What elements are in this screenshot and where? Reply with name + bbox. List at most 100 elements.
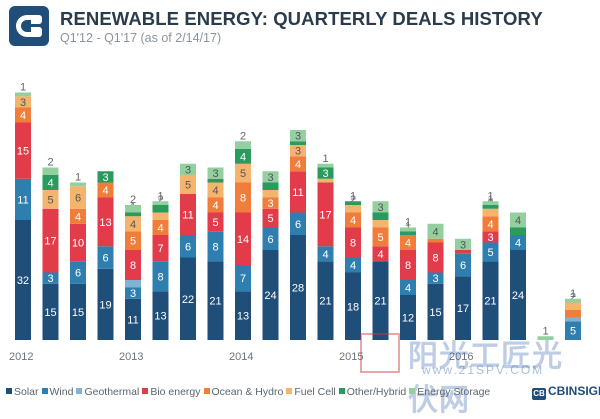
bar-segment-fuel-cell <box>235 163 251 183</box>
bar-segment-bio-energy <box>235 212 251 265</box>
data-label: 21 <box>319 296 331 308</box>
bar-segment-solar <box>235 291 251 340</box>
data-label: 6 <box>75 193 81 205</box>
bar-segment-solar <box>97 268 114 340</box>
bar-segment-bio-energy <box>317 182 334 247</box>
bar-segment-fuel-cell <box>125 216 141 232</box>
data-label: 3 <box>460 239 466 251</box>
data-label: 5 <box>570 326 576 338</box>
watermark-seal <box>360 333 400 373</box>
data-label: 13 <box>237 311 249 323</box>
data-label: 12 <box>402 313 414 325</box>
data-label: 13 <box>154 311 166 323</box>
bar-segment-energy-storage <box>262 171 279 183</box>
bar-segment-bio-energy <box>180 193 196 235</box>
bar-segment-wind <box>235 265 251 292</box>
bar-segment-bio-energy <box>345 227 361 258</box>
x-tick-label: 2015 <box>339 351 363 363</box>
bar-segment-solar <box>482 261 499 340</box>
data-label: 14 <box>237 234 249 246</box>
chart-legend: Solar Wind Geothermal Bio energy Ocean & Hyd… <box>6 386 493 398</box>
bar-segment-ocean-hydro <box>235 182 251 213</box>
bar-segment-energy-storage <box>317 163 334 168</box>
bar-segment-other-hybrid <box>262 182 279 190</box>
bar-segment-bio-energy <box>455 250 471 254</box>
data-label: 6 <box>185 241 191 253</box>
bar-segment-fuel-cell <box>70 186 86 209</box>
bar-segment-fuel-cell <box>15 96 31 108</box>
cb-insights-logo <box>9 6 49 46</box>
data-label: 4 <box>47 178 53 190</box>
data-label: 1 <box>487 190 493 202</box>
data-label: 3 <box>102 172 108 184</box>
data-label: 24 <box>512 290 524 302</box>
legend-item-geothermal: Geothermal <box>76 386 139 398</box>
bar-segment-energy-storage <box>290 130 306 142</box>
data-label: 8 <box>350 238 356 250</box>
legend-label: Fuel Cell <box>294 386 336 398</box>
bar-segment-solar <box>400 295 416 340</box>
data-label: 4 <box>322 249 328 261</box>
bar-segment-energy-storage <box>42 167 59 175</box>
bar-segment-other-hybrid <box>400 231 416 235</box>
data-label: 28 <box>292 283 304 295</box>
chart-subtitle: Q1'12 - Q1'17 (as of 2/14/17) <box>60 31 222 45</box>
legend-label: Geothermal <box>84 386 140 398</box>
data-label: 11 <box>127 314 138 326</box>
bar-segment-wind <box>455 253 471 277</box>
legend-item-energy-storage: Energy Storage <box>409 386 490 398</box>
data-label: 1 <box>322 153 328 165</box>
data-label: 22 <box>182 294 194 306</box>
bar-segment-other-hybrid <box>290 141 306 145</box>
bar-segment-energy-storage <box>152 201 169 205</box>
bar-segment-fuel-cell <box>152 212 169 220</box>
bar-segment-solar <box>262 250 279 340</box>
data-label: 5 <box>185 179 191 191</box>
bar-segment-other-hybrid <box>510 227 526 235</box>
data-label: 18 <box>347 301 359 313</box>
bar-segment-wind <box>317 246 334 262</box>
data-label: 17 <box>457 303 469 315</box>
data-label: 11 <box>17 194 28 206</box>
legend-label: Other/Hybrid <box>346 386 407 398</box>
bar-segment-energy-storage <box>565 298 581 303</box>
brand-footer: CBCBINSIGHTS <box>532 384 600 400</box>
bar-segment-fuel-cell <box>372 220 389 228</box>
data-label: 3 <box>185 164 191 176</box>
legend-swatch <box>76 388 83 394</box>
data-label: 2 <box>47 157 53 169</box>
bar-segment-solar <box>455 276 471 340</box>
data-label: 4 <box>130 219 136 231</box>
data-label: 1 <box>570 288 576 300</box>
data-label: 4 <box>515 215 521 227</box>
legend-label: Bio energy <box>150 386 201 398</box>
data-label: 11 <box>182 209 193 221</box>
bar-segment-wind <box>15 178 31 220</box>
data-label: 2 <box>350 194 356 206</box>
bar-segment-bio-energy <box>15 122 31 179</box>
data-label: 8 <box>432 253 438 265</box>
bar-segment-wind <box>180 235 196 258</box>
bar-segment-geothermal <box>125 280 141 288</box>
bar-segment-solar <box>372 261 389 340</box>
bar-segment-energy-storage <box>372 201 389 213</box>
bar-segment-other-hybrid <box>152 205 169 213</box>
bar-segment-fuel-cell <box>345 205 361 213</box>
data-label: 8 <box>212 241 218 253</box>
data-label: 5 <box>240 168 246 180</box>
bar-segment-ocean-hydro <box>482 216 499 232</box>
data-label: 5 <box>212 217 218 229</box>
data-label: 3 <box>20 97 26 109</box>
bar-segment-solar <box>125 298 141 340</box>
bar-segment-ocean-hydro <box>70 208 86 224</box>
data-label: 1 <box>542 325 548 337</box>
data-label: 1 <box>487 194 493 206</box>
bar-segment-wind <box>565 321 581 340</box>
brand-name: CBINSIGHTS <box>548 384 600 398</box>
bar-segment-bio-energy <box>372 246 389 262</box>
data-label: 13 <box>99 217 111 229</box>
bar-segment-other-hybrid <box>207 178 224 183</box>
data-label: 21 <box>374 296 386 308</box>
data-label: 3 <box>47 273 53 285</box>
data-label: 4 <box>515 238 521 250</box>
